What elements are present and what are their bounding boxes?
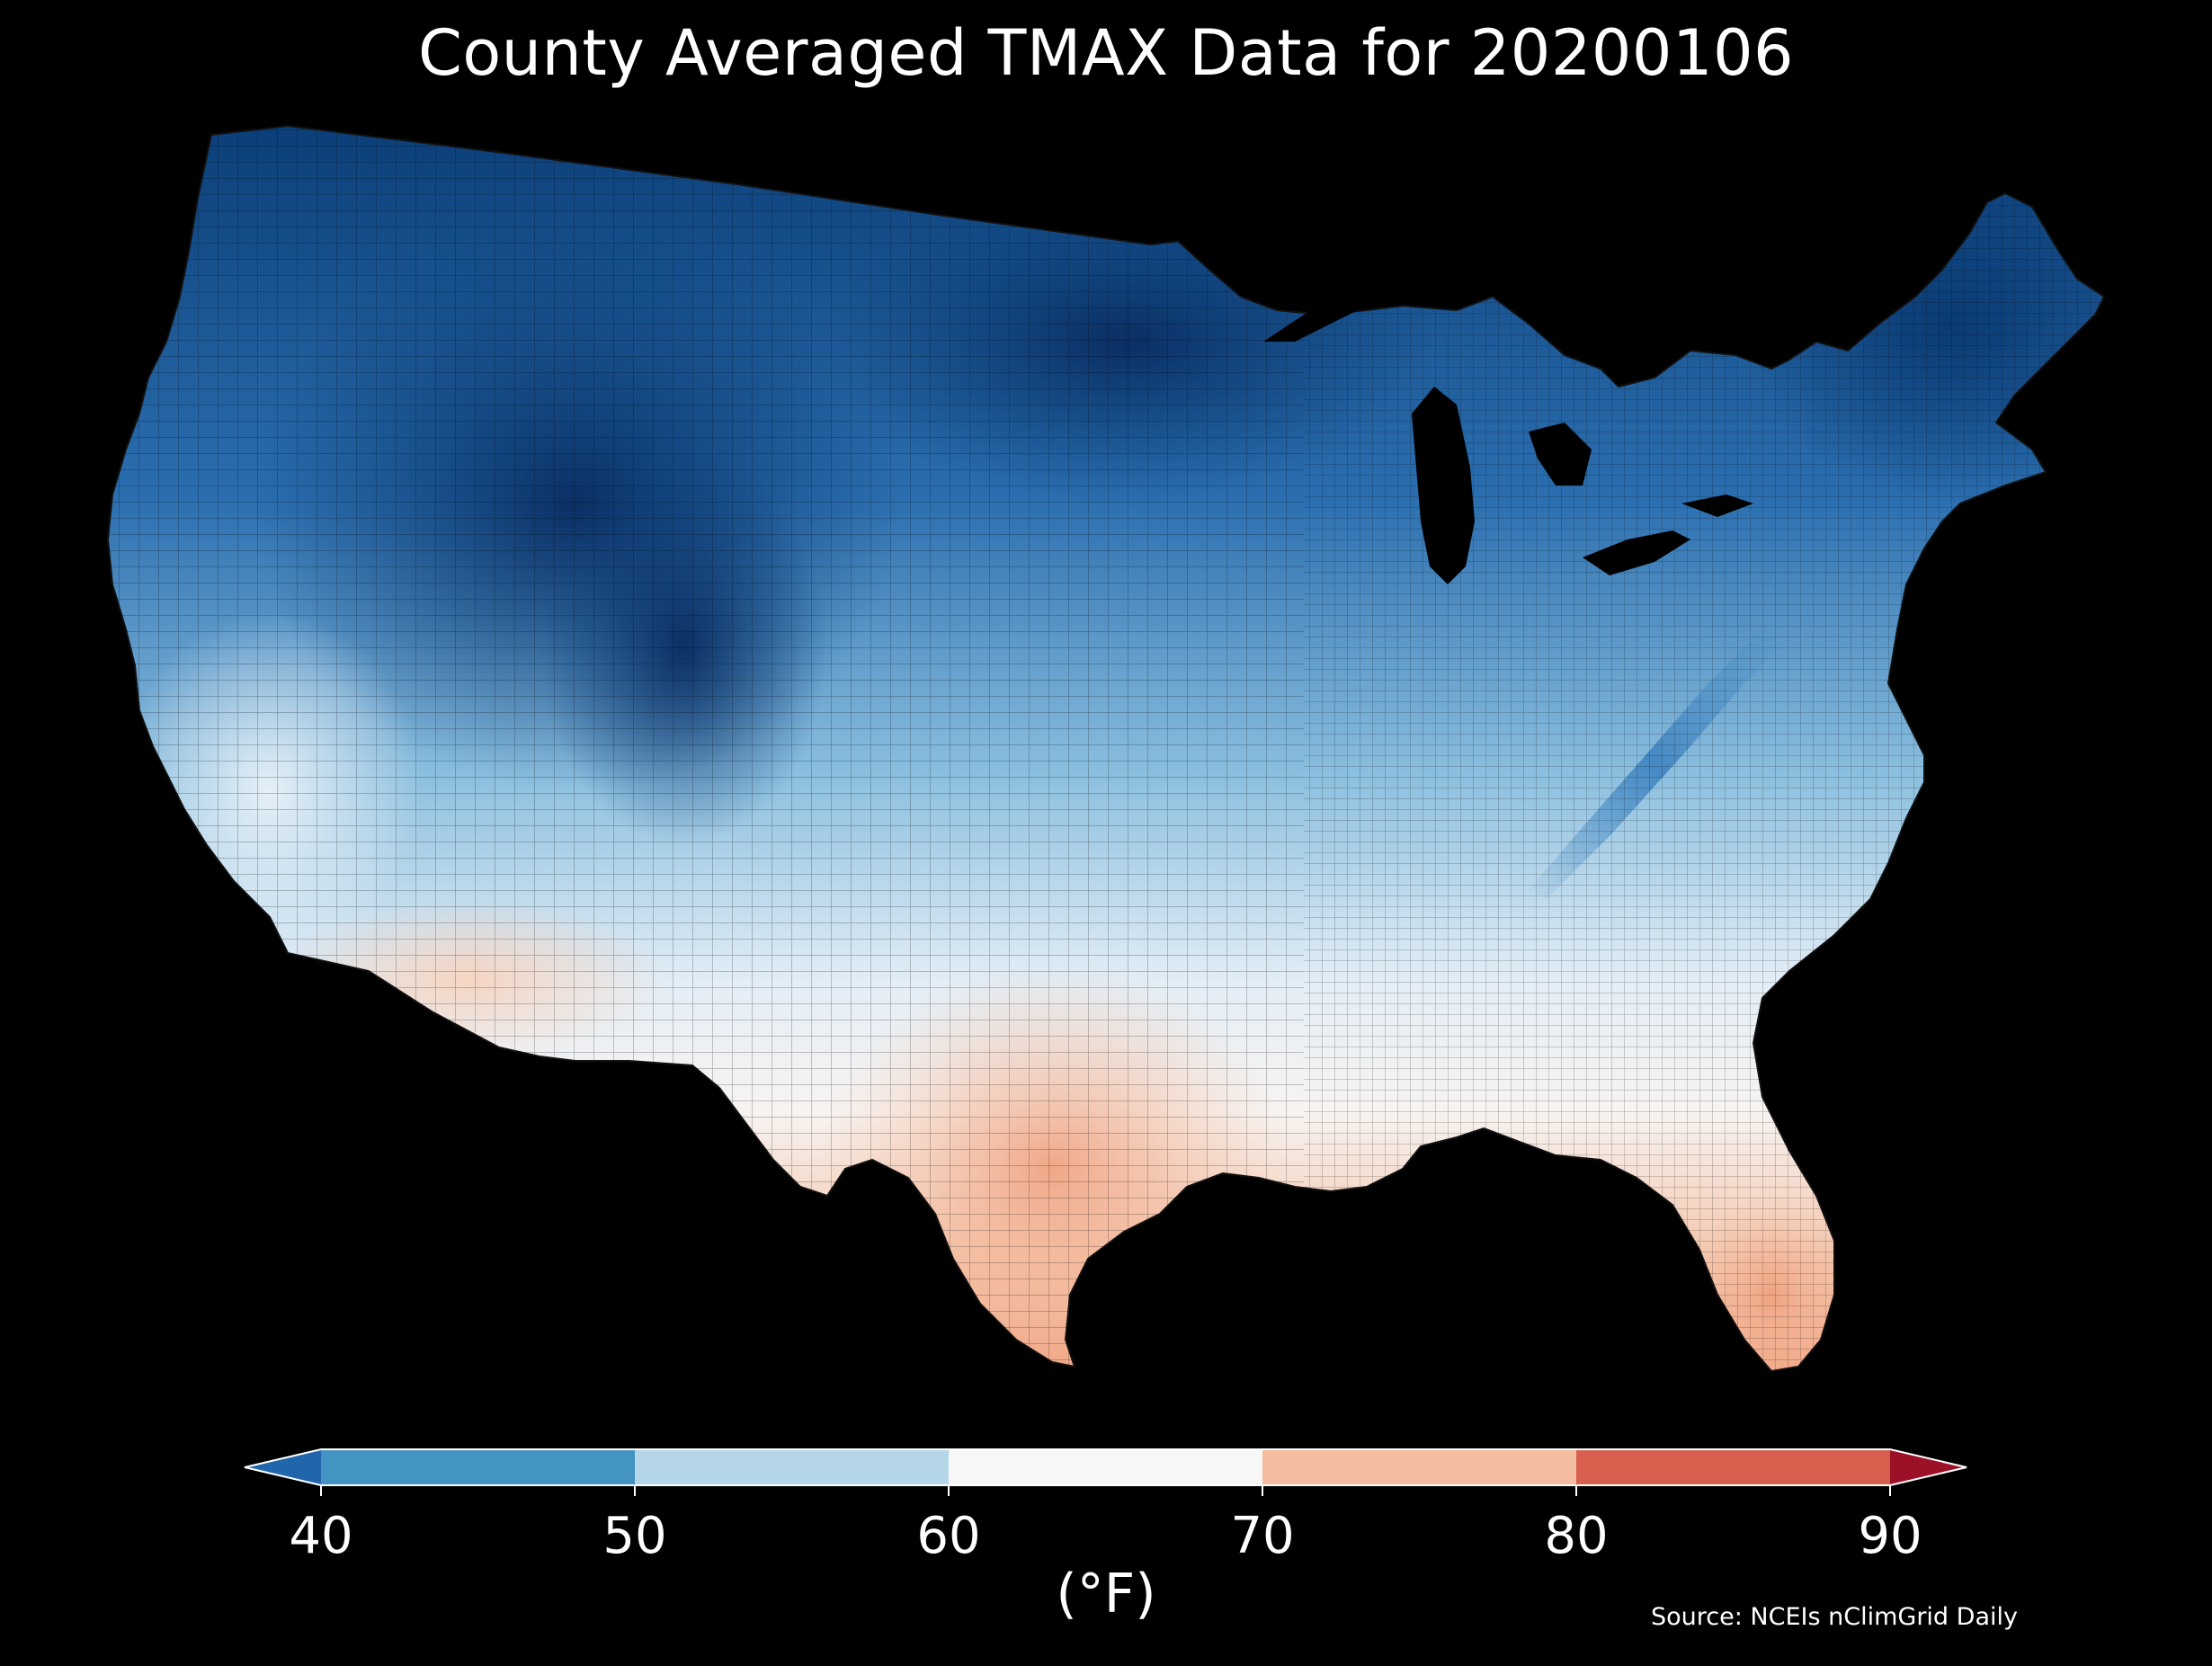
- map-title: County Averaged TMAX Data for 20200106: [417, 16, 1795, 90]
- colorbar-tick-label: 70: [1230, 1507, 1294, 1565]
- colorbar-bin-4: [1262, 1449, 1576, 1485]
- great-lakes: [1263, 288, 1753, 584]
- colorbar-bin-5: [1576, 1449, 1890, 1485]
- colorbar-tick-label: 60: [916, 1507, 980, 1565]
- colorbar-bin-0: [245, 1449, 321, 1485]
- colorbar-tick-label: 40: [289, 1507, 352, 1565]
- source-note: Source: NCEIs nClimGrid Daily: [1651, 1603, 2018, 1631]
- colorbar-bin-3: [949, 1449, 1262, 1485]
- colorbar-tick-label: 50: [602, 1507, 666, 1565]
- colorbar-tick-label: 90: [1858, 1507, 1922, 1565]
- colorbar-bin-1: [321, 1449, 635, 1485]
- colorbar-label: (°F): [1056, 1563, 1156, 1626]
- colorbar-bin-6: [1890, 1449, 1967, 1485]
- colorbar-bin-2: [635, 1449, 949, 1485]
- colorbar-tick-label: 80: [1544, 1507, 1608, 1565]
